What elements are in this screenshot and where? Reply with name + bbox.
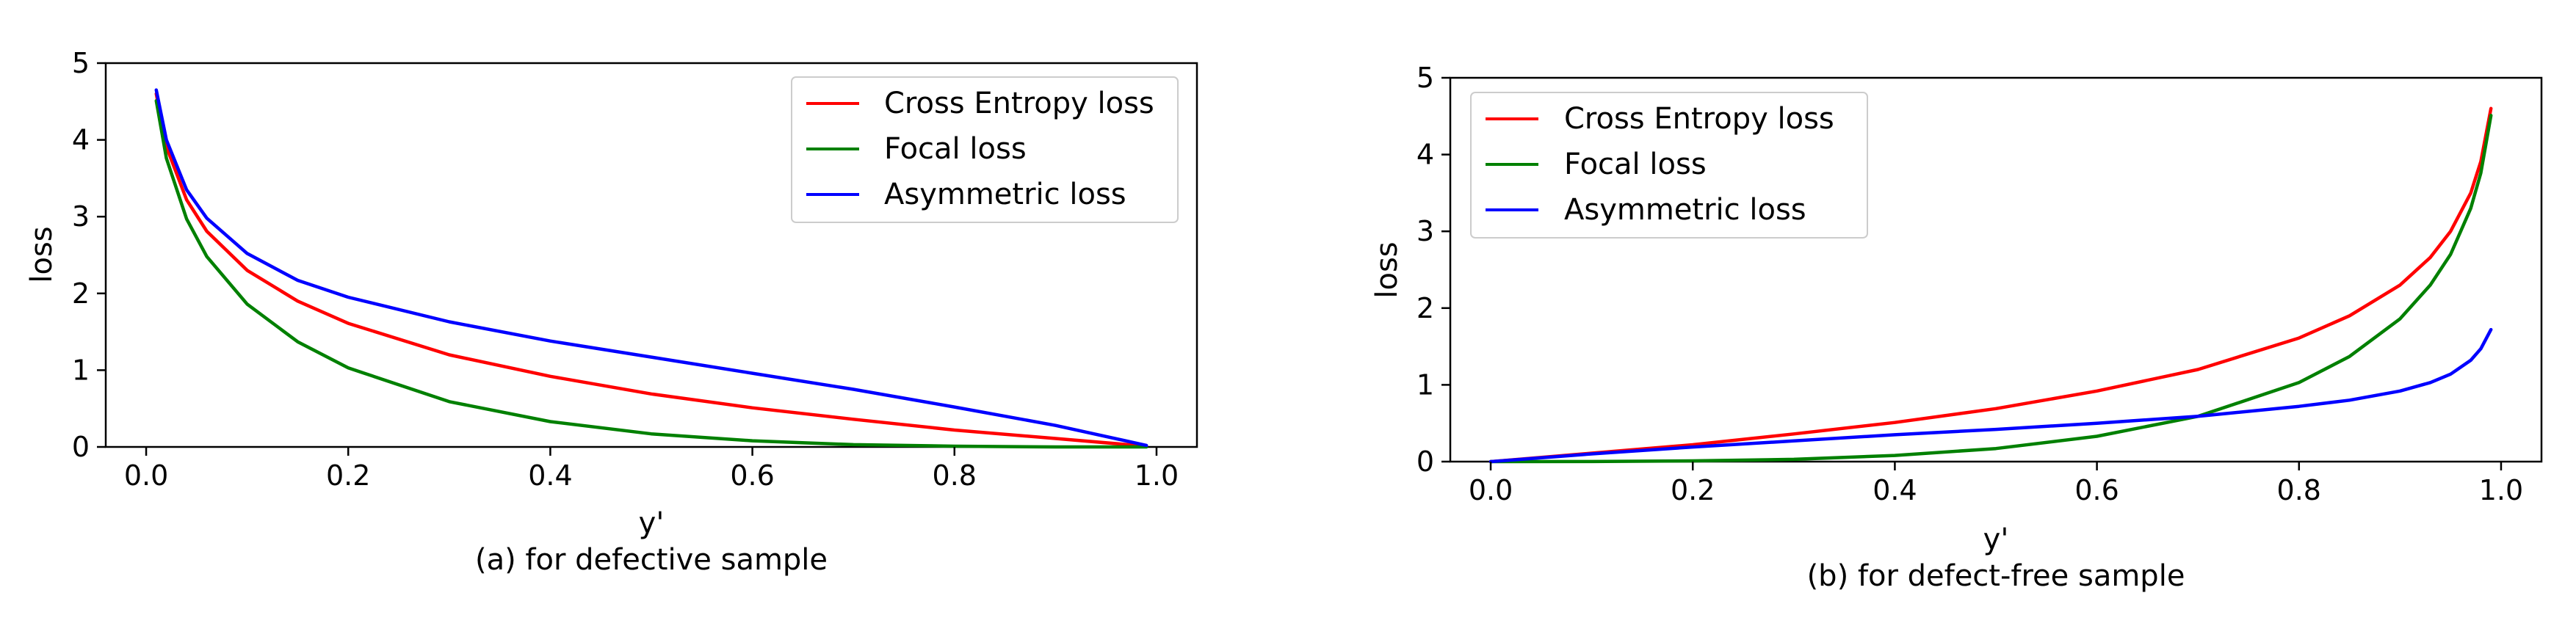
chart-b-caption: (b) for defect-free sample [1807, 559, 2185, 593]
chart-b-series-ce [1488, 106, 2493, 464]
chart-a-plot-frame [104, 62, 1198, 448]
chart-a-series-asym [154, 88, 1148, 448]
chart-a-axes: 0.0 0.2 0.4 0.6 0.8 1.0 0 1 2 3 4 5 [72, 47, 1179, 492]
chart-b-ytick-label: 0 [1417, 445, 1434, 478]
chart-b-xtick-label: 0.8 [2277, 474, 2321, 506]
chart-a-legend-label-ce: Cross Entropy loss [884, 87, 1154, 120]
chart-a-series-focal [154, 99, 1148, 449]
chart-b-series-asym [1488, 327, 2493, 464]
chart-b-legend-box [1470, 92, 1868, 239]
chart-b-ylabel: loss [1370, 241, 1404, 298]
chart-a-ytick-label: 2 [72, 277, 90, 310]
chart-b: 0.0 0.2 0.4 0.6 0.8 1.0 0 1 2 3 4 5 loss y' (b) for… [1370, 62, 2543, 593]
chart-a-ytick-label: 5 [72, 47, 90, 79]
chart-b-xtick-label: 0.2 [1671, 474, 1715, 506]
chart-b-legend: Cross Entropy loss Focal loss Asymmetric… [1470, 92, 1868, 239]
chart-a-legend: Cross Entropy loss Focal loss Asymmetric… [791, 76, 1179, 223]
chart-b-series-layer [1488, 106, 2493, 464]
chart-b-legend-label-asym: Asymmetric loss [1564, 193, 1806, 227]
chart-b-xtick-label: 0.4 [1873, 474, 1917, 506]
chart-a-series-layer [154, 88, 1148, 449]
chart-a-legend-label-asym: Asymmetric loss [884, 178, 1126, 211]
chart-a-xtick-label: 0.2 [326, 459, 370, 492]
chart-a-xtick-label: 0.8 [933, 459, 977, 492]
chart-a: 0.0 0.2 0.4 0.6 0.8 1.0 0 1 2 3 4 5 loss y' (a) for… [25, 47, 1198, 577]
chart-b-xtick-label: 1.0 [2479, 474, 2523, 506]
chart-b-ytick-label: 1 [1417, 368, 1434, 401]
chart-b-legend-label-focal: Focal loss [1564, 148, 1707, 181]
chart-b-ytick-label: 4 [1417, 139, 1434, 171]
chart-b-legend-label-ce: Cross Entropy loss [1564, 102, 1834, 136]
chart-a-xtick-label: 1.0 [1135, 459, 1179, 492]
chart-b-plot-frame [1449, 76, 2543, 463]
chart-a-ylabel: loss [25, 226, 59, 283]
chart-b-xtick-label: 0.0 [1469, 474, 1513, 506]
chart-a-ytick-label: 0 [72, 431, 90, 463]
chart-b-ytick-label: 3 [1417, 215, 1434, 247]
chart-b-xtick-label: 0.6 [2074, 474, 2119, 506]
chart-b-ytick-label: 5 [1417, 62, 1434, 94]
chart-a-ytick-label: 4 [72, 124, 90, 156]
chart-a-xtick-label: 0.0 [124, 459, 168, 492]
chart-a-series-ce [154, 92, 1148, 448]
chart-b-ytick-label: 2 [1417, 292, 1434, 324]
chart-a-legend-box [791, 76, 1179, 223]
chart-a-xlabel: y' [639, 506, 665, 540]
chart-a-legend-label-focal: Focal loss [884, 132, 1027, 166]
chart-a-ytick-label: 1 [72, 354, 90, 386]
chart-a-xtick-label: 0.6 [730, 459, 774, 492]
chart-a-xtick-label: 0.4 [528, 459, 572, 492]
chart-b-xlabel: y' [1983, 523, 2009, 556]
chart-b-series-focal [1488, 114, 2493, 464]
chart-a-caption: (a) for defective sample [475, 543, 828, 577]
chart-b-axes: 0.0 0.2 0.4 0.6 0.8 1.0 0 1 2 3 4 5 [1417, 62, 2523, 506]
chart-a-ytick-label: 3 [72, 200, 90, 233]
